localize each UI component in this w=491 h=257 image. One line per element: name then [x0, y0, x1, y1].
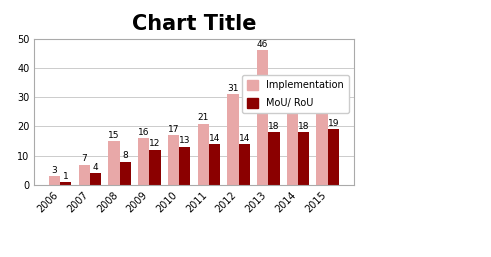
Bar: [316, 112, 327, 185]
Bar: [268, 132, 279, 185]
Bar: [257, 50, 268, 185]
Bar: [138, 138, 149, 185]
Bar: [209, 144, 220, 185]
Text: 15: 15: [108, 131, 120, 140]
Bar: [327, 129, 339, 185]
Text: 13: 13: [179, 136, 191, 145]
Text: 46: 46: [257, 40, 268, 49]
Bar: [298, 132, 309, 185]
Bar: [79, 164, 90, 185]
Text: 12: 12: [149, 139, 161, 148]
Bar: [227, 94, 239, 185]
Bar: [90, 173, 101, 185]
Bar: [60, 182, 72, 185]
Text: 4: 4: [93, 163, 98, 172]
Text: 32: 32: [287, 81, 298, 90]
Text: 16: 16: [138, 128, 149, 137]
Text: 19: 19: [327, 119, 339, 128]
Text: 21: 21: [197, 113, 209, 122]
Text: 25: 25: [316, 101, 328, 110]
Bar: [179, 147, 191, 185]
Bar: [239, 144, 250, 185]
Bar: [168, 135, 179, 185]
Bar: [287, 91, 298, 185]
Text: 18: 18: [268, 122, 280, 131]
Bar: [49, 176, 60, 185]
Bar: [197, 124, 209, 185]
Text: 14: 14: [239, 134, 250, 143]
Bar: [109, 141, 120, 185]
Text: 8: 8: [122, 151, 128, 160]
Text: 3: 3: [52, 166, 57, 175]
Text: 18: 18: [298, 122, 309, 131]
Text: 14: 14: [209, 134, 220, 143]
Bar: [120, 162, 131, 185]
Text: 1: 1: [63, 172, 69, 181]
Title: Chart Title: Chart Title: [132, 14, 256, 34]
Legend: Implementation, MoU/ RoU: Implementation, MoU/ RoU: [242, 75, 349, 113]
Bar: [149, 150, 161, 185]
Text: 31: 31: [227, 84, 239, 93]
Text: 7: 7: [82, 154, 87, 163]
Text: 17: 17: [168, 125, 179, 134]
